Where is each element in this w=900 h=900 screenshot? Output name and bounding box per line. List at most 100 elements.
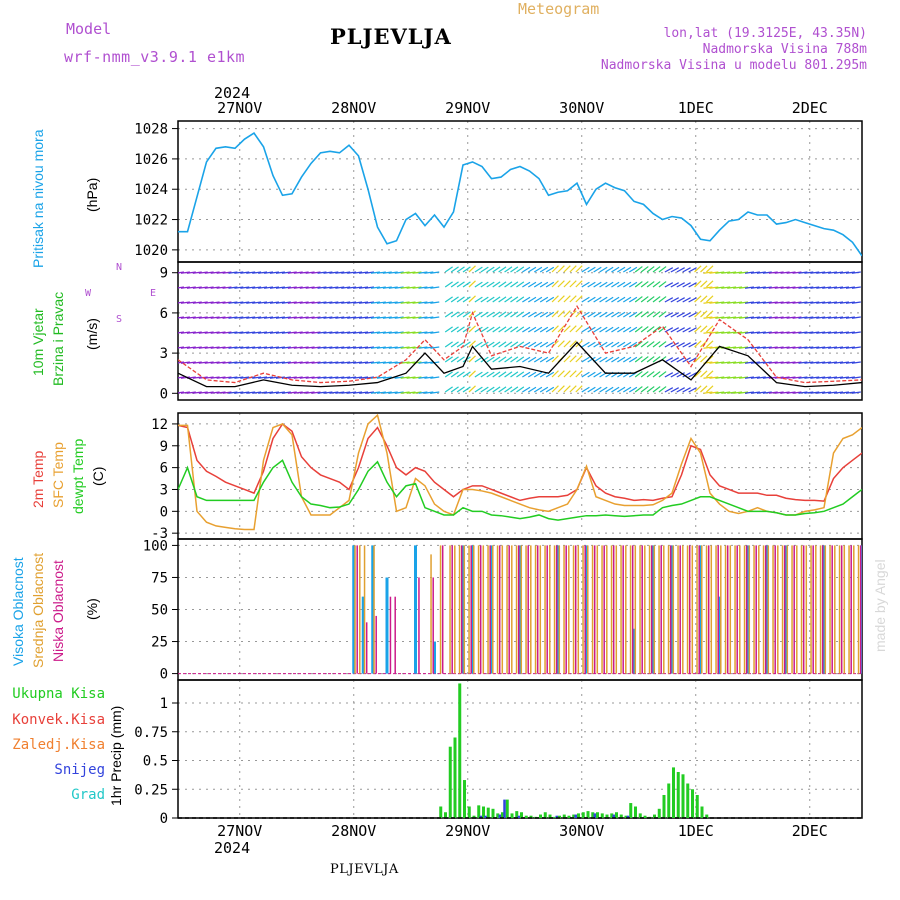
wind-arrow <box>418 286 428 289</box>
wind-arrow <box>468 325 476 333</box>
wind-arrow <box>727 391 737 394</box>
wind-arrow <box>498 326 507 333</box>
wind-arrow <box>727 361 737 364</box>
wind-arrow <box>828 391 838 394</box>
wind-arrow <box>240 346 250 349</box>
wind-arrow <box>210 271 220 274</box>
wind-arrow <box>539 266 549 273</box>
wind-arrow <box>486 281 495 288</box>
wind-arrow <box>539 296 549 303</box>
wind-arrow <box>424 316 434 319</box>
wind-arrow <box>599 341 608 348</box>
wind-arrow <box>281 316 291 319</box>
wind-arrow <box>388 361 398 364</box>
precip-bar <box>558 815 561 818</box>
precip-bar <box>484 815 487 818</box>
wind-arrow <box>658 311 667 318</box>
wind-arrow <box>341 301 351 304</box>
wind-arrow <box>828 331 838 334</box>
wind-arrow <box>228 331 238 334</box>
station-title: PLJEVLJA <box>330 24 452 49</box>
precip-bar <box>574 814 577 818</box>
wind-arrow <box>186 331 196 334</box>
wind-arrow <box>364 391 375 394</box>
wind-arrow <box>557 295 565 303</box>
wind-arrow <box>670 267 679 273</box>
wind-arrow <box>575 265 583 273</box>
wind-arrow <box>715 331 725 334</box>
wind-arrow <box>412 286 422 289</box>
precip-bar <box>477 805 481 818</box>
wind-arrow <box>810 271 820 274</box>
wind-arrow <box>222 331 232 334</box>
wind-arrow <box>299 301 309 304</box>
wind-arrow <box>804 331 814 334</box>
wind-arrow <box>317 346 327 349</box>
wind-arrow <box>474 281 483 288</box>
wind-arrow <box>593 296 602 303</box>
ytick-label: 0 <box>160 504 168 520</box>
wind-arrow <box>228 316 238 319</box>
wind-arrow <box>275 286 285 289</box>
precip-bar <box>479 815 482 818</box>
wind-arrow <box>739 346 749 349</box>
wind-arrow <box>774 316 784 319</box>
wind-arrow <box>694 295 702 303</box>
wind-arrow <box>341 271 351 274</box>
precip-bar <box>624 815 628 818</box>
wind-arrow <box>281 331 291 334</box>
wind-arrow <box>786 301 796 304</box>
wind-arrow <box>640 296 649 303</box>
wind-arrow <box>275 361 285 364</box>
wind-arrow <box>376 286 386 289</box>
wind-arrow <box>210 301 220 304</box>
wind-arrow <box>703 346 713 349</box>
panel-frame <box>177 679 863 819</box>
wind-arrow <box>739 286 749 289</box>
wind-arrow <box>768 301 778 304</box>
wind-arrow <box>293 331 303 334</box>
wind-arrow <box>204 316 214 319</box>
wind-arrow <box>180 361 190 364</box>
wind-arrow <box>329 361 339 364</box>
wind-arrow <box>700 265 708 273</box>
wind-arrow <box>551 385 559 393</box>
wind-arrow <box>581 371 590 378</box>
wind-arrow <box>486 341 495 348</box>
wind-arrow <box>504 371 513 378</box>
wind-arrow <box>468 355 476 363</box>
day-label-bottom: 28NOV <box>331 822 377 840</box>
wind-arrow <box>780 286 790 289</box>
wind-arrow <box>804 286 814 289</box>
wind-arrow <box>424 271 434 274</box>
wind-arrow <box>287 316 297 319</box>
wind-arrow <box>258 346 268 349</box>
wind-arrow <box>780 316 790 319</box>
wind-arrow <box>492 356 501 363</box>
wind-arrow <box>364 346 375 349</box>
wind-arrow <box>611 326 620 333</box>
wind-arrow <box>545 371 555 378</box>
wind-arrow <box>810 376 820 379</box>
wind-arrow <box>323 346 333 349</box>
wind-arrow <box>418 316 428 319</box>
wind-arrow <box>178 271 185 274</box>
precip-bar <box>510 813 514 818</box>
wind-arrow <box>786 271 796 274</box>
wind-arrow <box>709 346 719 349</box>
wind-arrow <box>382 271 392 274</box>
wind-arrow <box>593 386 602 393</box>
wind-arrow <box>382 316 392 319</box>
wind-arrow <box>444 341 453 348</box>
wind-arrow <box>376 271 386 274</box>
wind-arrow <box>839 346 850 349</box>
wind-arrow <box>504 311 513 318</box>
wind-arrow <box>450 296 459 303</box>
day-label-bottom: 1DEC <box>677 822 714 840</box>
wind-arrow <box>430 301 440 304</box>
wind-arrow <box>462 296 471 303</box>
wind-arrow <box>845 331 855 334</box>
precip-bar <box>439 806 443 818</box>
wind-arrow <box>652 356 661 363</box>
wind-arrow <box>311 391 321 394</box>
